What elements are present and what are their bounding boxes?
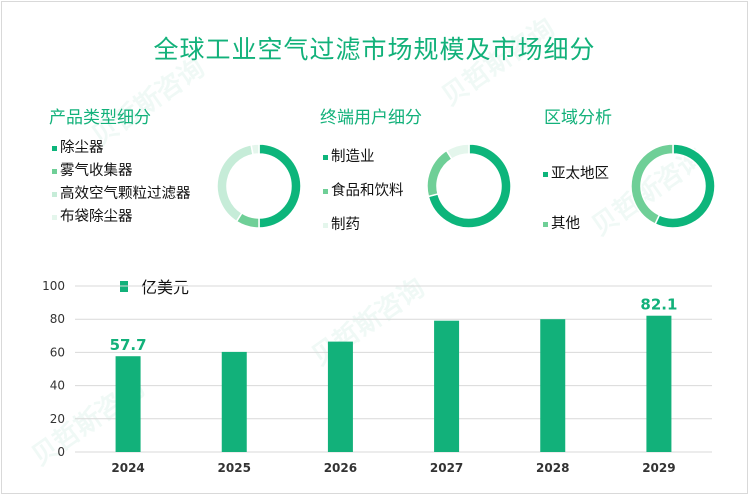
end-user-segment-legend: 制造业食品和饮料制药 xyxy=(323,140,404,242)
y-tick-label: 0 xyxy=(57,445,65,459)
legend-label: 高效空气颗粒过滤器 xyxy=(60,186,191,202)
legend-item: 其他 xyxy=(543,199,609,249)
bar-legend-label: 亿美元 xyxy=(141,278,190,297)
legend-swatch xyxy=(323,222,328,228)
legend-item: 除尘器 xyxy=(52,137,191,160)
data-label: 57.7 xyxy=(110,336,147,354)
region-segment-legend: 亚太地区 其他 xyxy=(543,149,609,249)
x-tick-label: 2028 xyxy=(536,461,569,475)
product-segment-legend: 除尘器雾气收集器高效空气颗粒过滤器 布袋除尘器 xyxy=(52,137,191,229)
donut-slice xyxy=(216,143,254,223)
legend-swatch xyxy=(52,169,57,174)
region-segment-donut xyxy=(630,143,716,229)
legend-item: 制造业 xyxy=(323,140,404,174)
product-segment-donut xyxy=(216,143,302,229)
legend-label: 食品和饮料 xyxy=(331,183,404,199)
x-tick-label: 2026 xyxy=(324,461,357,475)
donut-slice xyxy=(250,143,260,156)
legend-swatch xyxy=(52,192,57,197)
y-tick-label: 80 xyxy=(50,312,65,326)
page-title: 全球工业空气过滤市场规模及市场细分 xyxy=(153,35,596,64)
legend-label: 制药 xyxy=(331,217,360,233)
product-segment-title: 产品类型细分 xyxy=(49,108,151,128)
legend-label: 其他 xyxy=(551,216,580,232)
end-user-segment-donut xyxy=(426,143,512,229)
legend-swatch xyxy=(543,171,548,177)
y-tick-label: 40 xyxy=(50,379,65,393)
legend-swatch xyxy=(52,146,57,151)
legend-swatch xyxy=(543,221,548,227)
legend-swatch xyxy=(323,154,328,160)
legend-label: 除尘器 xyxy=(60,140,104,156)
y-tick-label: 100 xyxy=(42,279,65,293)
donut-slice xyxy=(426,149,453,198)
market-size-bar-chart: 0 20 40 60 80 100 2024 57.7 2025 2026 2027 2028 2029… xyxy=(42,279,712,475)
region-segment-title: 区域分析 xyxy=(544,108,612,128)
x-tick-label: 2029 xyxy=(642,461,675,475)
bar xyxy=(434,320,460,452)
legend-label: 制造业 xyxy=(331,149,375,165)
donut-slice xyxy=(630,143,674,226)
legend-item: 亚太地区 xyxy=(543,149,609,199)
y-tick-label: 20 xyxy=(50,412,65,426)
legend-label: 亚太地区 xyxy=(551,166,609,182)
legend-item: 布袋除尘器 xyxy=(52,206,191,229)
end-user-segment-title: 终端用户细分 xyxy=(320,108,422,128)
bar xyxy=(646,315,672,452)
legend-item: 制药 xyxy=(323,208,404,242)
legend-label: 布袋除尘器 xyxy=(60,209,133,225)
legend-label: 雾气收集器 xyxy=(60,163,133,179)
legend-item: 雾气收集器 xyxy=(52,160,191,183)
data-label: 82.1 xyxy=(640,296,677,314)
y-tick-label: 60 xyxy=(50,345,65,359)
donut-slice xyxy=(258,143,302,229)
x-tick-label: 2027 xyxy=(430,461,463,475)
legend-swatch xyxy=(323,188,328,194)
x-tick-label: 2025 xyxy=(218,461,251,475)
x-tick-label: 2024 xyxy=(111,461,144,475)
bar xyxy=(327,341,353,452)
legend-item: 高效空气颗粒过滤器 xyxy=(52,183,191,206)
legend-item: 食品和饮料 xyxy=(323,174,404,208)
donut-slice xyxy=(654,143,716,229)
legend-swatch xyxy=(52,215,57,220)
bar xyxy=(115,356,141,452)
donut-slice xyxy=(445,143,470,161)
bar xyxy=(540,319,566,452)
bar xyxy=(221,351,247,452)
